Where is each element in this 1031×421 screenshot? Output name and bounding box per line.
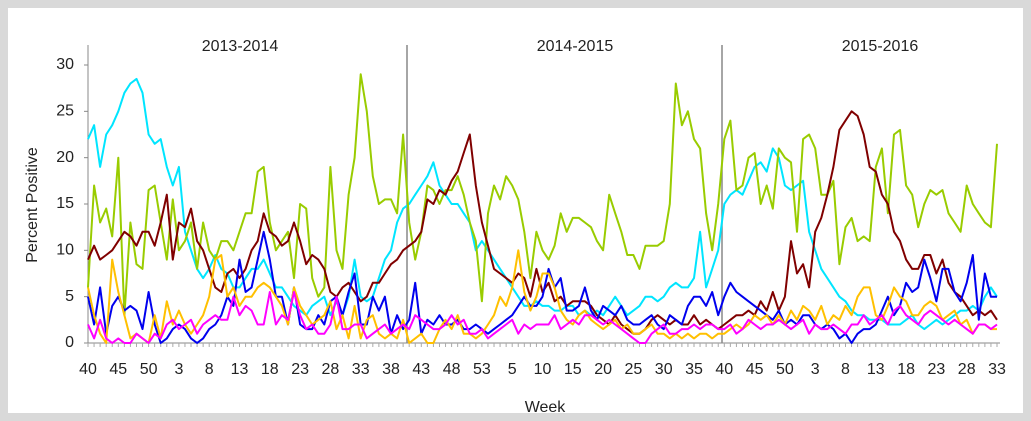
x-tick-label: 3 <box>174 361 183 378</box>
y-axis-title: Percent Positive <box>24 147 41 263</box>
season-label: 2015-2016 <box>842 38 919 55</box>
x-axis-title: Week <box>525 399 567 416</box>
x-tick-label: 8 <box>205 361 214 378</box>
y-tick-label: 30 <box>56 56 74 73</box>
x-tick-label: 35 <box>685 361 703 378</box>
x-tick-label: 50 <box>776 361 794 378</box>
x-tick-label: 13 <box>231 361 249 378</box>
series-line <box>87 249 997 344</box>
y-tick-label: 5 <box>65 288 74 305</box>
x-tick-label: 28 <box>958 361 976 378</box>
x-tick-label: 40 <box>715 361 733 378</box>
x-tick-label: 18 <box>261 361 279 378</box>
y-tick-label: 15 <box>56 195 74 212</box>
x-tick-label: 13 <box>867 361 885 378</box>
x-tick-label: 40 <box>79 361 97 378</box>
series-line <box>87 77 998 331</box>
x-tick-label: 48 <box>443 361 461 378</box>
x-tick-label: 53 <box>473 361 491 378</box>
x-tick-label: 33 <box>352 361 370 378</box>
x-tick-label: 43 <box>412 361 430 378</box>
x-tick-label: 23 <box>291 361 309 378</box>
x-tick-label: 28 <box>322 361 340 378</box>
x-tick-label: 45 <box>109 361 127 378</box>
x-tick-label: 50 <box>140 361 158 378</box>
series-line <box>87 73 998 317</box>
series-line <box>87 291 998 344</box>
x-tick-label: 5 <box>508 361 517 378</box>
y-tick-label: 0 <box>65 334 74 351</box>
y-tick-label: 20 <box>56 149 74 166</box>
season-label: 2014-2015 <box>537 38 614 55</box>
x-tick-label: 10 <box>534 361 552 378</box>
x-tick-label: 45 <box>746 361 764 378</box>
x-tick-label: 15 <box>564 361 582 378</box>
y-tick-label: 25 <box>56 103 74 120</box>
series-line <box>87 110 998 335</box>
x-tick-label: 38 <box>382 361 400 378</box>
x-tick-label: 8 <box>841 361 850 378</box>
x-tick-label: 3 <box>811 361 820 378</box>
x-tick-label: 25 <box>625 361 643 378</box>
x-tick-label: 20 <box>594 361 612 378</box>
x-tick-label: 33 <box>988 361 1006 378</box>
x-tick-label: 30 <box>655 361 673 378</box>
x-tick-label: 18 <box>897 361 915 378</box>
y-tick-label: 10 <box>56 242 74 259</box>
chart-panel <box>8 8 1023 413</box>
season-label: 2013-2014 <box>202 38 279 55</box>
x-tick-label: 23 <box>928 361 946 378</box>
